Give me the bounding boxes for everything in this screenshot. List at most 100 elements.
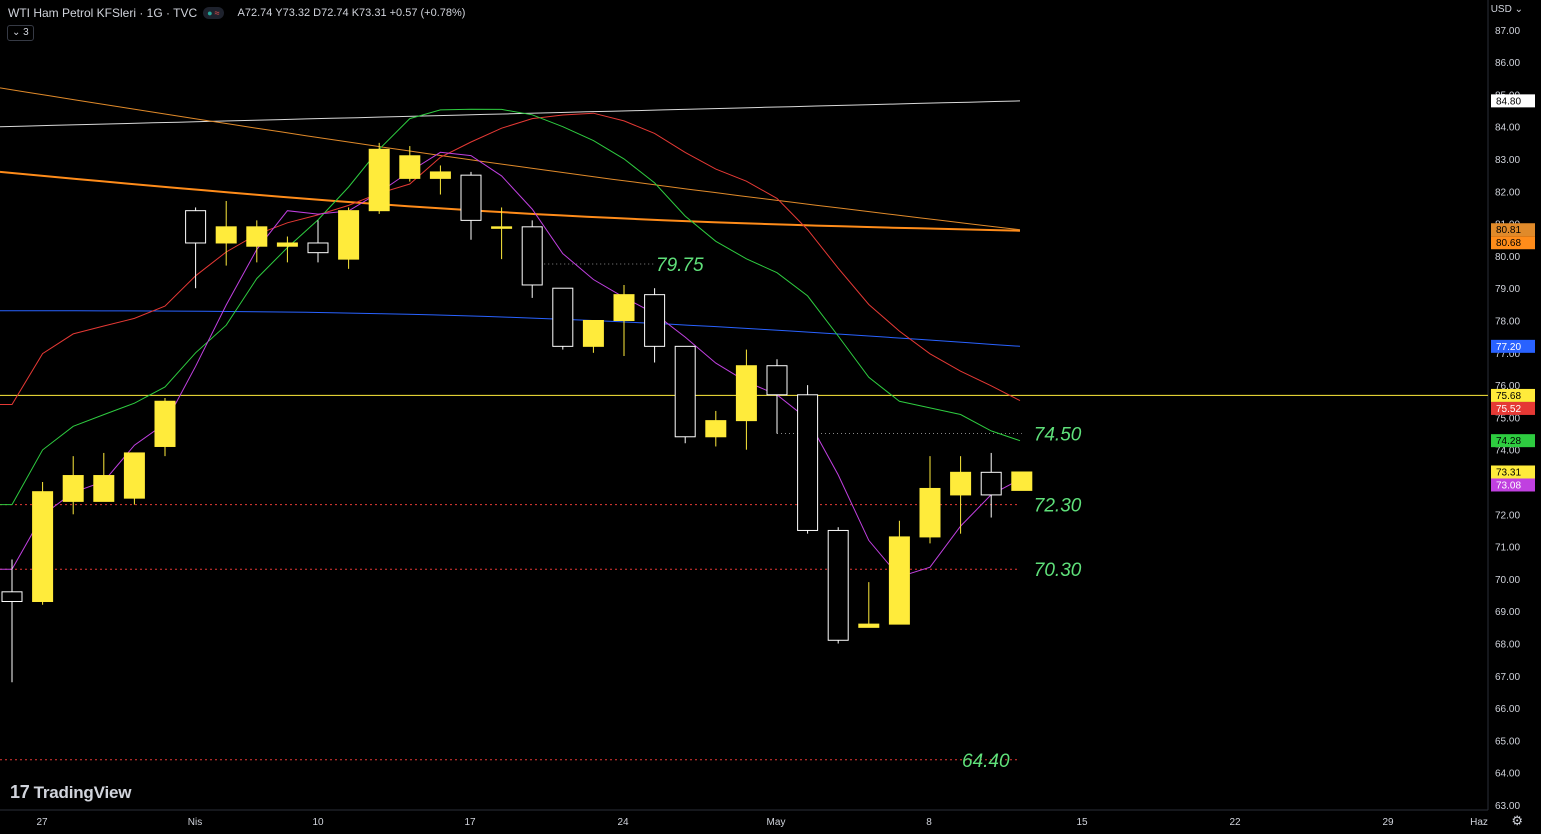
candle: [950, 456, 972, 534]
candle: [888, 520, 910, 625]
candle-body: [491, 226, 513, 229]
chart-header: WTI Ham Petrol KFSleri · 1G · TVC ● ≈ A7…: [8, 6, 465, 20]
level-annotation: 72.30: [1034, 496, 1082, 517]
candle-body: [613, 294, 635, 322]
x-tick-label: 27: [36, 817, 48, 828]
x-tick-label: 8: [926, 817, 932, 828]
candle-body: [735, 365, 757, 422]
moving-average-line: [0, 112, 1021, 405]
brand-name: TradingView: [33, 782, 132, 802]
candle: [674, 345, 696, 444]
candle-body: [93, 475, 115, 502]
y-tick-label: 74.00: [1495, 446, 1520, 457]
moving-average-line: [0, 170, 1021, 232]
x-tick-label: 22: [1229, 817, 1241, 828]
candle-body: [276, 242, 298, 247]
ohlc-readout: A72.74 Y73.32 D72.74 K73.31 +0.57 (+0.78…: [237, 7, 466, 19]
candle-body: [460, 174, 482, 221]
candle: [766, 359, 788, 434]
level-annotation: 74.50: [1034, 425, 1082, 446]
y-tick-label: 82.00: [1495, 187, 1520, 198]
indicators-collapse-button[interactable]: ⌄ 3: [7, 25, 34, 41]
y-tick-label: 87.00: [1495, 26, 1520, 37]
candle: [644, 288, 666, 363]
moving-average-line: [0, 100, 1021, 128]
y-tick-label: 64.00: [1495, 769, 1520, 780]
level-annotation: 64.40: [962, 751, 1010, 772]
price-axis-badge-text: 74.28: [1496, 436, 1521, 447]
y-tick-label: 69.00: [1495, 607, 1520, 618]
y-tick-label: 71.00: [1495, 543, 1520, 554]
y-tick-label: 63.00: [1495, 801, 1520, 812]
candle: [185, 207, 207, 289]
candle-body: [246, 226, 268, 247]
candle: [858, 582, 880, 628]
price-axis-badge: [1491, 401, 1535, 415]
price-axis-badge: [1491, 434, 1535, 448]
y-tick-label: 84.00: [1495, 123, 1520, 134]
candle-body: [32, 491, 54, 603]
price-axis-badge-text: 75.68: [1496, 391, 1521, 402]
price-axis-badge: [1491, 339, 1535, 353]
y-tick-label: 75.00: [1495, 413, 1520, 424]
candle: [338, 207, 360, 269]
candle-body: [123, 452, 145, 499]
candle: [797, 385, 819, 534]
y-tick-label: 67.00: [1495, 672, 1520, 683]
candle-body: [919, 487, 941, 538]
moving-average-line: [0, 108, 1021, 506]
tradingview-logo[interactable]: 17 TradingView: [10, 782, 131, 803]
currency-selector[interactable]: USD ⌄: [1491, 4, 1523, 15]
candle-body: [215, 226, 237, 244]
candle-body: [552, 287, 574, 347]
price-axis-badge-text: 84.80: [1496, 96, 1521, 107]
price-axis-badge-text: 80.68: [1496, 238, 1521, 249]
candle: [1, 559, 23, 683]
candle: [827, 527, 849, 644]
status-indicators: ● ≈: [203, 7, 224, 19]
level-annotation: 79.75: [656, 255, 704, 276]
candle-body: [827, 529, 849, 641]
y-tick-label: 72.00: [1495, 510, 1520, 521]
price-axis-badge: [1491, 478, 1535, 492]
chevron-down-icon: ⌄: [1514, 4, 1523, 15]
candle-body: [338, 210, 360, 260]
y-tick-label: 68.00: [1495, 640, 1520, 651]
candle: [154, 398, 176, 457]
symbol-title[interactable]: WTI Ham Petrol KFSleri · 1G · TVC: [8, 6, 198, 20]
candle: [980, 452, 1002, 518]
price-axis-badge: [1491, 94, 1535, 108]
x-tick-label: 24: [617, 817, 629, 828]
price-axis-badge-text: 75.52: [1496, 404, 1521, 415]
candle: [552, 287, 574, 350]
price-axis-badge: [1491, 236, 1535, 250]
candle: [399, 146, 421, 182]
y-tick-label: 66.00: [1495, 704, 1520, 715]
x-tick-label: May: [767, 817, 786, 828]
x-tick-label: 15: [1076, 817, 1088, 828]
candle: [93, 452, 115, 502]
candle-body: [705, 420, 727, 438]
x-tick-label: Haz: [1470, 817, 1488, 828]
candle: [62, 456, 84, 515]
moving-average-line: [0, 310, 1021, 347]
candle: [491, 207, 513, 260]
y-tick-label: 70.00: [1495, 575, 1520, 586]
moving-average-line: [0, 151, 1021, 578]
candle-body: [62, 475, 84, 502]
candle: [215, 200, 237, 266]
gear-icon[interactable]: ⚙: [1511, 813, 1523, 828]
market-status-icon: ●: [207, 8, 213, 18]
level-annotation: 70.30: [1034, 560, 1082, 581]
candle: [32, 482, 54, 605]
price-axis-badge-text: 77.20: [1496, 342, 1521, 353]
candle-body: [1, 591, 23, 603]
candle: [582, 320, 604, 353]
x-tick-label: Nis: [188, 817, 202, 828]
candle-body: [858, 623, 880, 628]
currency-label: USD: [1490, 4, 1512, 15]
price-axis-badge: [1491, 388, 1535, 402]
price-axis-badge-text: 73.08: [1496, 480, 1521, 491]
candle-body: [582, 320, 604, 347]
